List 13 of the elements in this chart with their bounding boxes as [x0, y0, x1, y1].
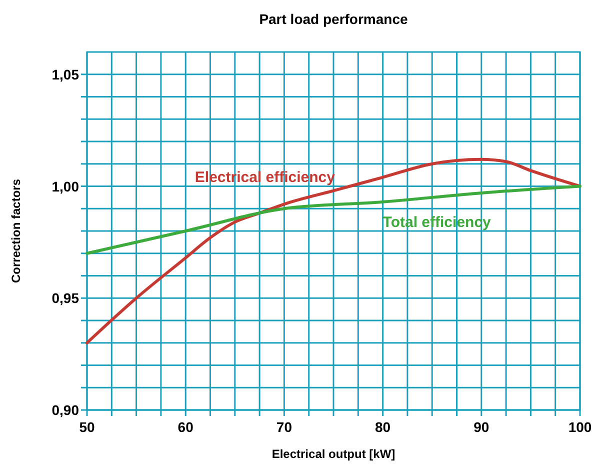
y-tick-label: 1,00: [52, 178, 80, 194]
x-tick-label: 90: [474, 419, 490, 435]
x-tick-label: 50: [79, 419, 95, 435]
y-tick-label: 0,95: [52, 290, 80, 306]
x-tick-label: 70: [276, 419, 292, 435]
y-axis-title: Correction factors: [9, 178, 23, 284]
chart-title: Part load performance: [259, 11, 408, 27]
y-tick-label: 1,05: [52, 66, 80, 82]
x-tick-label: 100: [568, 419, 592, 435]
x-tick-label: 80: [375, 419, 391, 435]
x-tick-label: 60: [178, 419, 194, 435]
x-axis-title: Electrical output [kW]: [272, 447, 396, 461]
y-tick-label: 0,90: [52, 402, 80, 418]
